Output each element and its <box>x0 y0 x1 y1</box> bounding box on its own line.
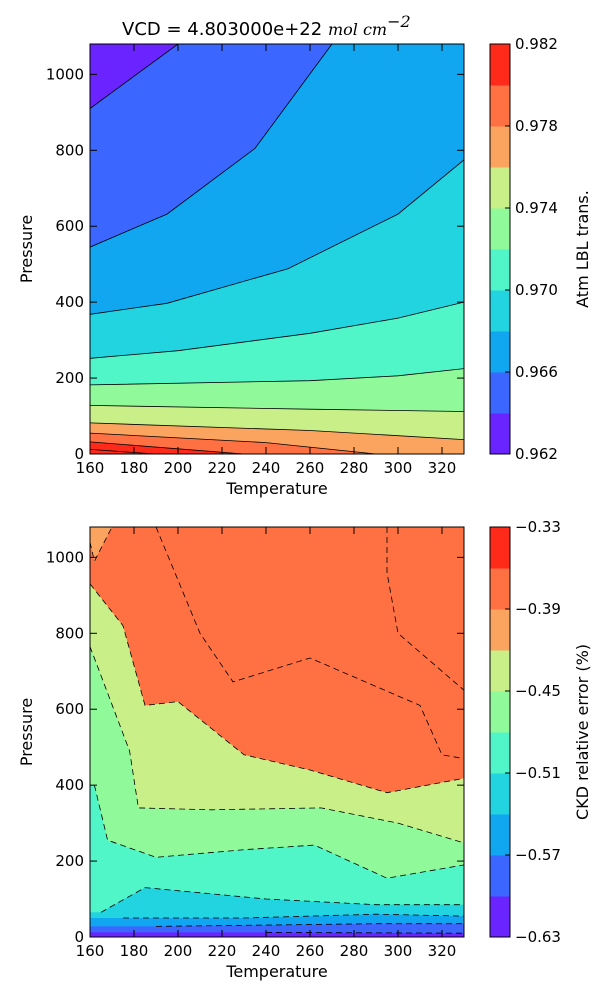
colorbar-segment <box>490 413 510 455</box>
contour-line <box>90 301 464 359</box>
y-axis-label: Pressure <box>17 698 36 766</box>
colorbar-segment <box>490 732 510 774</box>
contour-line <box>90 44 179 109</box>
contour-line <box>90 422 464 440</box>
y-tick-label: 800 <box>55 624 84 642</box>
contour-line <box>123 913 464 919</box>
colorbar-tick-label: −0.51 <box>515 764 561 782</box>
contour-line <box>90 646 464 844</box>
colorbar-tick-label: −0.63 <box>515 928 561 946</box>
colorbar-segment <box>490 609 510 651</box>
contour-line <box>90 432 377 454</box>
y-tick-label: 800 <box>55 141 84 159</box>
colorbar-segment <box>490 650 510 692</box>
x-tick-label: 160 <box>76 942 105 960</box>
x-tick-label: 280 <box>340 459 369 477</box>
y-tick-label: 400 <box>55 293 84 311</box>
x-tick-label: 180 <box>120 942 149 960</box>
x-tick-label: 260 <box>296 942 325 960</box>
x-axis-label: Temperature <box>225 962 327 981</box>
colorbar-tick-label: −0.33 <box>515 518 561 536</box>
y-tick-label: 600 <box>55 700 84 718</box>
colorbar-tick-label: 0.962 <box>515 445 558 463</box>
x-tick-label: 180 <box>120 459 149 477</box>
colorbar-tick-label: 0.970 <box>515 281 558 299</box>
contour-line <box>90 527 113 563</box>
x-tick-label: 320 <box>428 942 457 960</box>
contour-region <box>90 932 464 937</box>
colorbar-frame <box>489 43 511 455</box>
colorbar-tick-label: 0.978 <box>515 117 558 135</box>
y-tick-label: 1000 <box>46 548 84 566</box>
colorbar-segment <box>490 896 510 938</box>
plot-frame <box>89 43 465 455</box>
figure-title: VCD = 4.803000e+22 mol cm−2 <box>122 12 411 40</box>
transmittance-contour-plot: 160 180 200 220 240 260 280 300 320 0 200 400 600 800… <box>17 35 592 498</box>
contour-line <box>155 923 464 927</box>
colorbar-segment <box>490 372 510 414</box>
contour-line <box>90 449 157 454</box>
colorbar-segment <box>490 85 510 127</box>
x-tick-label: 240 <box>252 459 281 477</box>
colorbar-segment <box>490 773 510 815</box>
colorbar-label: CKD relative error (%) <box>573 644 592 820</box>
x-axis-label: Temperature <box>225 479 327 498</box>
colorbar-tick-label: 0.974 <box>515 199 558 217</box>
x-tick-label: 300 <box>384 942 413 960</box>
colorbar-segment <box>490 249 510 291</box>
y-tick-label: 0 <box>74 928 84 946</box>
x-tick-label: 220 <box>208 459 237 477</box>
colorbar-segment <box>490 527 510 569</box>
colorbar-label: Atm LBL trans. <box>573 190 592 308</box>
colorbar-segment <box>490 855 510 897</box>
contour-line <box>155 527 464 759</box>
colorbar-tick-label: 0.982 <box>515 35 558 53</box>
colorbar-segment <box>490 331 510 373</box>
contour-line <box>90 368 464 386</box>
colorbar-segment <box>490 691 510 733</box>
y-tick-label: 600 <box>55 217 84 235</box>
colorbar-segment <box>490 167 510 209</box>
colorbar-segment <box>490 208 510 250</box>
contour-line <box>386 527 464 691</box>
colorbar-tick-label: −0.39 <box>515 600 561 618</box>
colorbar-frame <box>489 526 511 938</box>
contour-line <box>90 159 464 315</box>
y-tick-label: 1000 <box>46 65 84 83</box>
x-tick-label: 280 <box>340 942 369 960</box>
x-tick-label: 160 <box>76 459 105 477</box>
y-tick-label: 200 <box>55 369 84 387</box>
colorbar-segment <box>490 814 510 856</box>
colorbar-segment <box>490 290 510 332</box>
x-tick-label: 260 <box>296 459 325 477</box>
contour-line <box>90 44 333 248</box>
colorbar-segment <box>490 126 510 168</box>
plot-frame <box>89 526 465 938</box>
x-tick-label: 240 <box>252 942 281 960</box>
y-tick-label: 400 <box>55 776 84 794</box>
x-tick-label: 320 <box>428 459 457 477</box>
x-tick-label: 200 <box>164 942 193 960</box>
y-tick-label: 200 <box>55 852 84 870</box>
contour-line <box>90 441 245 454</box>
contour-line <box>90 583 464 794</box>
y-axis-label: Pressure <box>17 215 36 283</box>
colorbar-tick-label: 0.966 <box>515 363 558 381</box>
x-tick-label: 200 <box>164 459 193 477</box>
colorbar-segment <box>490 44 510 86</box>
contour-line <box>90 405 464 412</box>
colorbar-segment <box>490 568 510 610</box>
colorbar-tick-label: −0.57 <box>515 846 561 864</box>
x-tick-label: 220 <box>208 942 237 960</box>
y-tick-label: 0 <box>74 445 84 463</box>
colorbar-tick-label: −0.45 <box>515 682 561 700</box>
x-tick-label: 300 <box>384 459 413 477</box>
contour-line <box>100 887 464 913</box>
contour-region <box>90 441 464 454</box>
contour-line <box>265 932 464 934</box>
ckd-error-contour-plot: 160 180 200 220 240 260 280 300 320 0 200 400 600 800… <box>17 518 592 981</box>
